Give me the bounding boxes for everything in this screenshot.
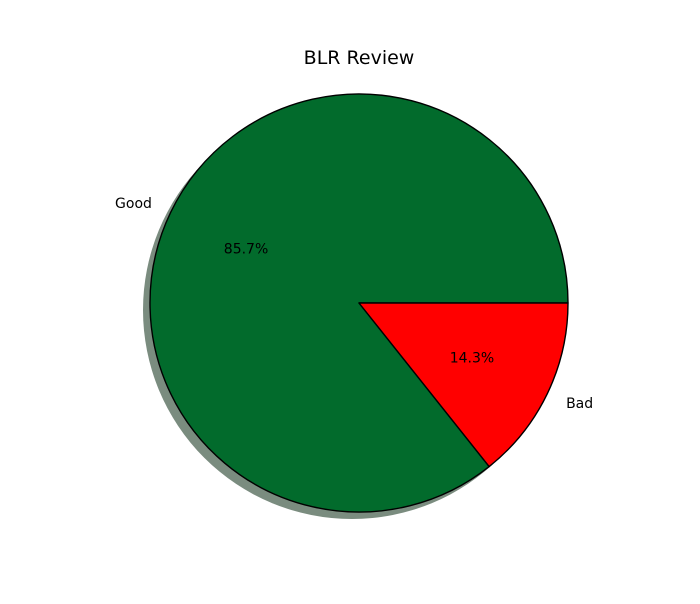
- pie-pct-bad: 14.3%: [450, 350, 494, 366]
- pie-labels: Good 85.7% Bad 14.3%: [115, 196, 593, 412]
- pie-label-good: Good: [115, 196, 152, 212]
- pie-slices: [149, 93, 569, 513]
- pie-pct-good: 85.7%: [224, 242, 268, 258]
- pie-label-bad: Bad: [566, 396, 593, 412]
- chart-title: BLR Review: [304, 47, 415, 69]
- pie-slice-bad: [358, 302, 569, 468]
